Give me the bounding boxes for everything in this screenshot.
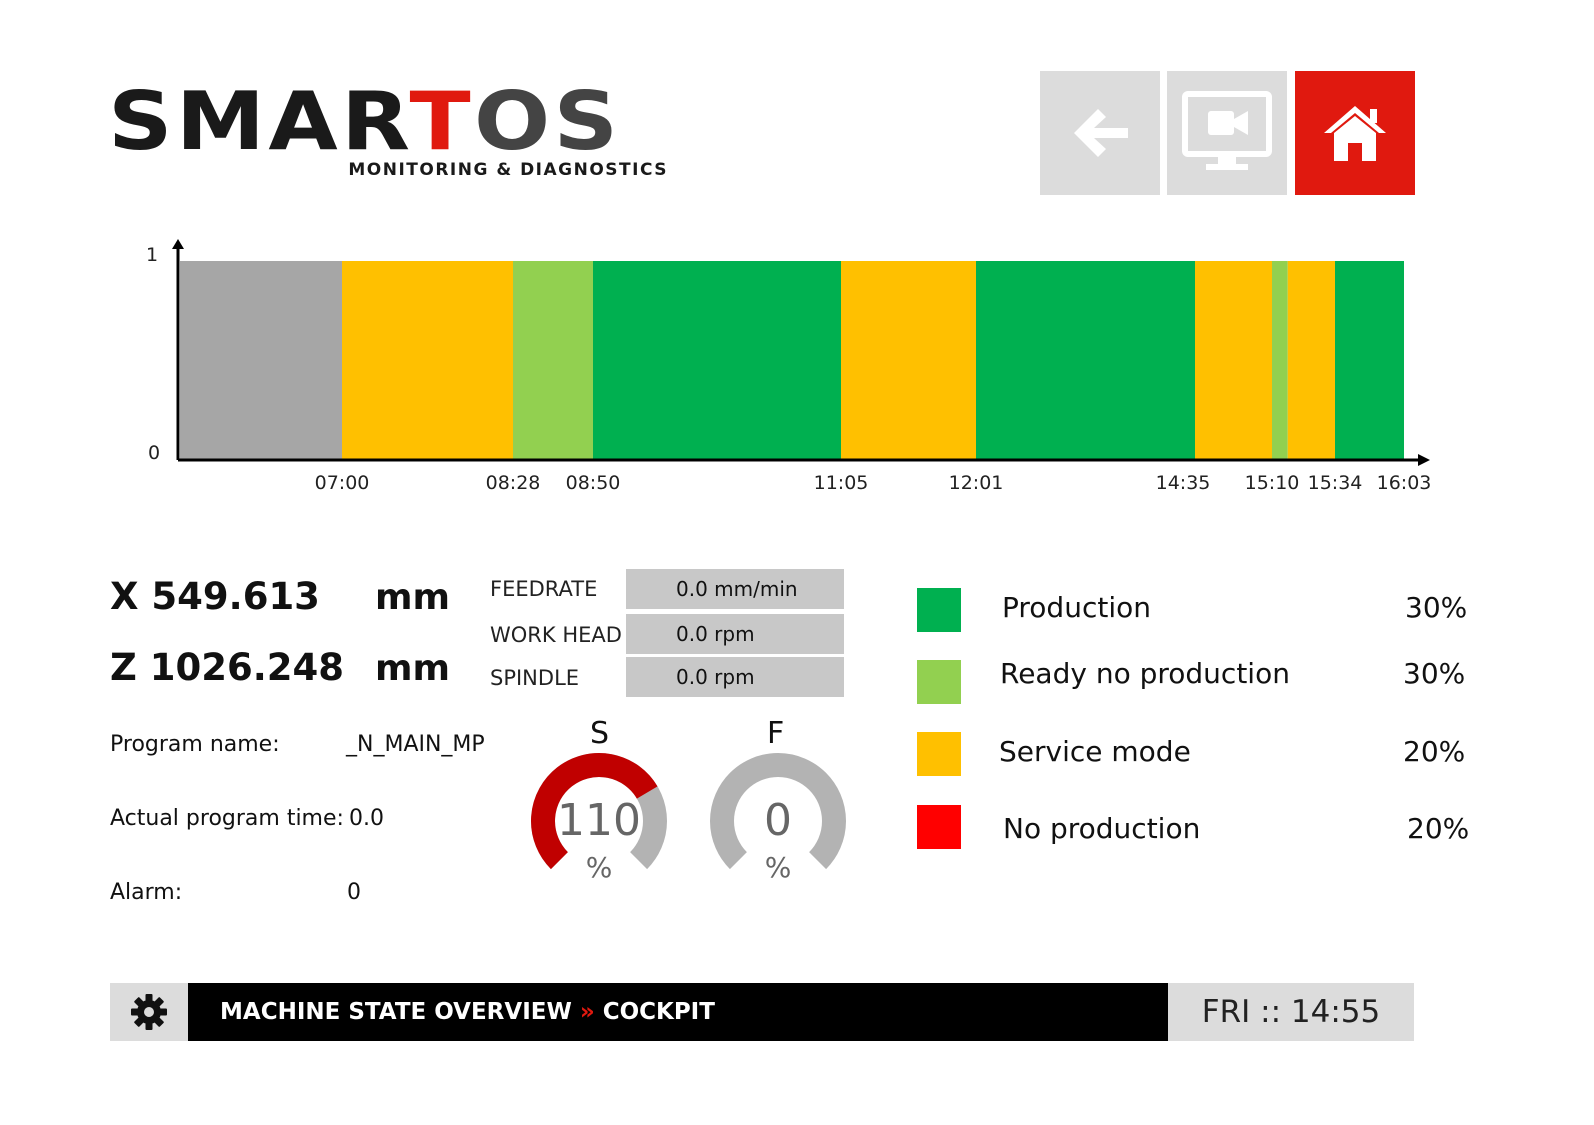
- x-tick-label: 08:28: [486, 472, 541, 494]
- x-tick-label: 15:34: [1308, 472, 1363, 494]
- feedrate-value: 0.0 mm/min: [626, 569, 844, 609]
- state-segment: [1272, 261, 1288, 459]
- state-segment: [513, 261, 593, 459]
- spindle-override-gauge: 110 %: [531, 753, 667, 884]
- spindle-label: SPINDLE: [490, 666, 580, 690]
- x-axis-arrow: [1418, 454, 1430, 466]
- workhead-value: 0.0 rpm: [626, 614, 844, 654]
- legend-swatch-service-mode: [917, 732, 961, 776]
- back-button[interactable]: [1040, 71, 1160, 195]
- program-time-value: 0.0: [349, 806, 384, 831]
- legend-percent-no-production: 20%: [1407, 812, 1470, 845]
- logo-tagline: MONITORING & DIAGNOSTICS: [348, 160, 668, 180]
- breadcrumb-page: COCKPIT: [602, 999, 715, 1025]
- y-tick-label: 1: [146, 244, 158, 266]
- gauge-track: [710, 753, 846, 870]
- state-segment: [976, 261, 1195, 459]
- state-segment: [342, 261, 513, 459]
- gauge-value: 110: [557, 795, 641, 846]
- settings-button[interactable]: [110, 983, 188, 1041]
- x-tick-label: 12:01: [949, 472, 1004, 494]
- x-tick-label: 14:35: [1156, 472, 1211, 494]
- spindle-value: 0.0 rpm: [626, 657, 844, 697]
- state-segment: [841, 261, 976, 459]
- state-segment: [1287, 261, 1335, 459]
- state-segment: [180, 261, 342, 459]
- alarm-value: 0: [347, 880, 361, 905]
- feedrate-label: FEEDRATE: [490, 577, 598, 601]
- state-segment: [1335, 261, 1404, 459]
- breadcrumb-separator: »: [579, 999, 595, 1025]
- x-position-unit: mm: [375, 577, 451, 618]
- legend-label-no-production: No production: [1003, 812, 1201, 845]
- z-position-unit: mm: [375, 648, 451, 689]
- legend-percent-ready-no-production: 30%: [1403, 657, 1466, 690]
- program-time-label: Actual program time:: [110, 806, 344, 831]
- gauge-value: 0: [764, 795, 792, 846]
- clock: FRI :: 14:55: [1168, 983, 1414, 1041]
- workhead-label: WORK HEAD: [490, 623, 622, 647]
- legend-percent-service-mode: 20%: [1403, 735, 1466, 768]
- feed-override-letter: F: [767, 716, 785, 751]
- home-icon: [1324, 106, 1386, 161]
- monitor-camera-icon: [1182, 91, 1272, 170]
- x-tick-label: 16:03: [1377, 472, 1432, 494]
- y-axis-arrow: [172, 239, 184, 249]
- gauge-fill: [531, 753, 658, 870]
- machine-state-timeline-chart: 1 0 07:00 08:28 08:50 11:05 12:01 14:35 15:10 1…: [146, 239, 1432, 494]
- breadcrumb-section[interactable]: MACHINE STATE OVERVIEW: [220, 999, 572, 1025]
- feed-override-gauge: 0 %: [710, 753, 846, 884]
- x-tick-label: 11:05: [814, 472, 869, 494]
- z-position-value: Z 1026.248: [110, 646, 344, 689]
- legend-label-ready-no-production: Ready no production: [1000, 657, 1290, 690]
- legend-swatch-no-production: [917, 805, 961, 849]
- program-name-label: Program name:: [110, 732, 280, 757]
- x-tick-label: 07:00: [315, 472, 370, 494]
- x-tick-label: 08:50: [566, 472, 621, 494]
- alarm-label: Alarm:: [110, 880, 183, 905]
- screen-button[interactable]: [1167, 71, 1287, 195]
- gauge-unit: %: [765, 851, 792, 884]
- gauge-unit: %: [586, 851, 613, 884]
- arrow-left-icon: [1074, 109, 1128, 157]
- state-segment: [593, 261, 841, 459]
- legend-swatch-ready-no-production: [917, 660, 961, 704]
- smartos-logo: SMARTOS MONITORING & DIAGNOSTICS: [108, 80, 668, 190]
- legend-label-production: Production: [1002, 591, 1151, 624]
- spindle-override-letter: S: [590, 716, 610, 751]
- program-name-value: _N_MAIN_MP: [346, 732, 485, 757]
- legend-swatch-production: [917, 588, 961, 632]
- gear-icon: [131, 994, 167, 1030]
- breadcrumb: MACHINE STATE OVERVIEW » COCKPIT: [188, 983, 1168, 1041]
- state-segment: [1195, 261, 1272, 459]
- logo-wordmark: SMARTOS: [108, 75, 622, 168]
- x-tick-label: 15:10: [1245, 472, 1300, 494]
- home-button[interactable]: [1295, 71, 1415, 195]
- legend-percent-production: 30%: [1405, 591, 1468, 624]
- legend-label-service-mode: Service mode: [999, 735, 1191, 768]
- y-tick-label: 0: [148, 442, 160, 464]
- x-position-value: X 549.613: [110, 575, 320, 618]
